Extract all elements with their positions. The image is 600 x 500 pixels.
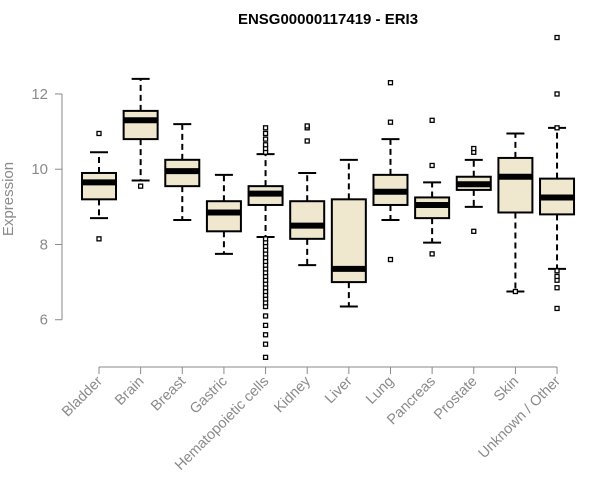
box-group: [372, 80, 409, 263]
outlier-point: [262, 341, 269, 347]
outlier-point: [304, 123, 310, 129]
box-iqr: [497, 156, 534, 214]
outlier-point: [96, 236, 102, 242]
outlier-point: [429, 117, 435, 123]
x-tick-label: Lung: [363, 374, 397, 408]
box-group: [247, 125, 284, 361]
outlier-point: [387, 119, 394, 125]
box-iqr: [122, 109, 159, 141]
box-group: [497, 132, 534, 295]
box-group: [81, 130, 117, 242]
outlier-point: [554, 273, 560, 280]
y-tick-label: 10: [31, 161, 48, 178]
outlier-point: [387, 256, 394, 263]
outlier-point: [554, 125, 560, 131]
box-iqr: [289, 200, 326, 240]
outlier-point: [429, 162, 435, 169]
outlier-point: [554, 305, 560, 312]
box-group: [122, 77, 159, 189]
outlier-point: [429, 251, 435, 257]
outlier-point: [304, 138, 310, 144]
outlier-point: [262, 313, 269, 319]
box-group: [289, 123, 326, 267]
x-tick-label: Brain: [112, 374, 147, 409]
outlier-point: [554, 285, 560, 291]
x-tick-label: Bladder: [59, 373, 106, 420]
x-tick-label: Kidney: [271, 373, 314, 416]
boxes: [81, 34, 576, 361]
box-iqr: [81, 171, 117, 201]
box-group: [455, 145, 492, 234]
outlier-point: [262, 236, 269, 242]
outlier-point: [471, 228, 477, 234]
y-axis-title: Expression: [0, 162, 17, 236]
box-group: [330, 158, 367, 308]
box-group: [414, 117, 451, 257]
outlier-point: [554, 91, 560, 97]
outlier-point: [554, 268, 560, 274]
x-tick-label: Breast: [148, 374, 189, 415]
x-tick-label: Prostate: [431, 374, 480, 423]
outlier-point: [262, 332, 269, 338]
x-tick-label: Skin: [491, 374, 522, 405]
outlier-point: [262, 354, 269, 361]
outlier-point: [387, 80, 394, 86]
box-group: [539, 34, 576, 312]
outlier-point: [512, 288, 519, 295]
outlier-point: [554, 34, 560, 41]
x-tick-label: Liver: [322, 373, 356, 407]
box-group: [205, 173, 242, 255]
y-axis: 6 8 10 12: [31, 86, 63, 329]
outlier-point: [262, 322, 269, 329]
y-tick-label: 8: [40, 236, 48, 253]
outlier-point: [471, 145, 477, 152]
outlier-point: [137, 183, 144, 189]
outlier-point: [262, 136, 269, 142]
box-iqr: [205, 200, 242, 233]
outlier-point: [262, 142, 269, 148]
y-tick-label: 6: [40, 312, 48, 329]
chart-title: ENSG00000117419 - ERI3: [238, 11, 418, 28]
y-tick-label: 12: [31, 86, 48, 103]
outlier-point: [262, 130, 269, 137]
outlier-point: [96, 130, 102, 137]
outlier-point: [262, 125, 269, 131]
box-group: [164, 123, 201, 222]
